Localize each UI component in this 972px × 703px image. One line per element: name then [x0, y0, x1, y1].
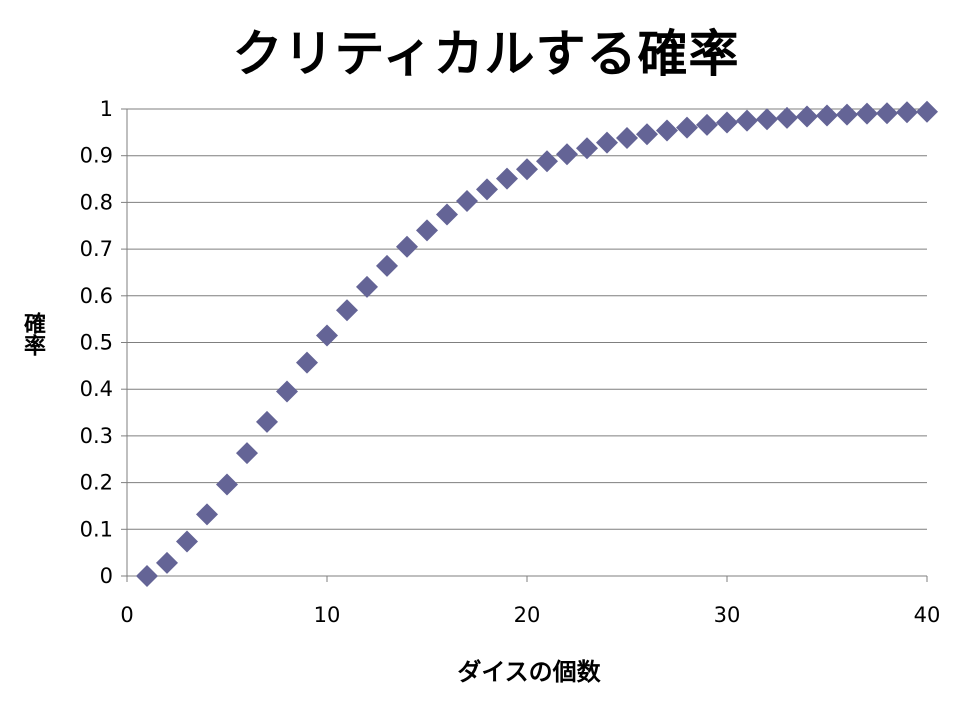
y-tick-label: 0.4	[80, 377, 113, 401]
y-tick-label: 0	[100, 564, 113, 588]
data-point	[636, 123, 658, 146]
x-tick-label: 40	[914, 603, 941, 627]
x-tick-label: 30	[714, 603, 741, 627]
data-point	[496, 167, 518, 190]
data-point	[596, 131, 618, 154]
y-tick-label: 0.3	[80, 424, 113, 448]
data-point	[356, 275, 378, 298]
data-point	[536, 150, 558, 173]
y-tick-label: 0.2	[80, 471, 113, 495]
data-point	[316, 324, 338, 347]
data-point	[136, 565, 158, 587]
data-point	[796, 105, 818, 128]
x-axis-label: ダイスの個数	[457, 658, 601, 686]
y-tick-label: 0.7	[80, 237, 113, 261]
data-point	[836, 103, 858, 126]
data-point	[676, 116, 698, 139]
y-tick-label: 0.6	[80, 284, 113, 308]
data-point	[776, 106, 798, 129]
data-point	[256, 410, 278, 433]
y-tick-label: 0.8	[80, 190, 113, 214]
data-point	[816, 104, 838, 127]
data-point	[916, 100, 938, 123]
grid-lines	[127, 108, 927, 530]
data-point	[616, 126, 638, 149]
data-point	[416, 219, 438, 242]
x-tick-label: 0	[120, 603, 133, 627]
data-point	[196, 503, 218, 526]
data-point	[896, 101, 918, 124]
data-point	[156, 551, 178, 574]
data-point	[176, 530, 198, 553]
data-point	[576, 137, 598, 160]
y-tick-label: 0.1	[80, 517, 113, 541]
data-point	[856, 102, 878, 125]
y-axis-label: 確率	[20, 312, 45, 356]
data-point	[236, 442, 258, 465]
data-point	[296, 351, 318, 374]
chart-title: クリティカルする確率	[232, 25, 740, 83]
data-point	[756, 108, 778, 131]
x-tick-label: 10	[314, 603, 341, 627]
y-tick-label: 0.9	[80, 144, 113, 168]
y-tick-label: 1	[100, 97, 113, 121]
data-point	[696, 113, 718, 136]
data-point	[876, 102, 898, 125]
data-point	[396, 235, 418, 258]
data-point	[736, 109, 758, 132]
data-point	[516, 158, 538, 181]
data-point	[376, 254, 398, 277]
data-point	[556, 143, 578, 166]
data-point	[656, 119, 678, 142]
tick-labels: 00.10.20.30.40.50.60.70.80.910 10 20 30 40	[80, 97, 941, 627]
x-tick-label: 20	[514, 603, 541, 627]
data-point	[276, 380, 298, 403]
data-point	[716, 111, 738, 134]
data-point	[476, 178, 498, 201]
data-point	[456, 189, 478, 212]
data-point	[216, 473, 238, 496]
data-point	[436, 203, 458, 226]
data-point	[336, 299, 358, 322]
data-points	[136, 100, 938, 587]
y-tick-label: 0.5	[80, 331, 113, 355]
axes	[121, 108, 928, 582]
